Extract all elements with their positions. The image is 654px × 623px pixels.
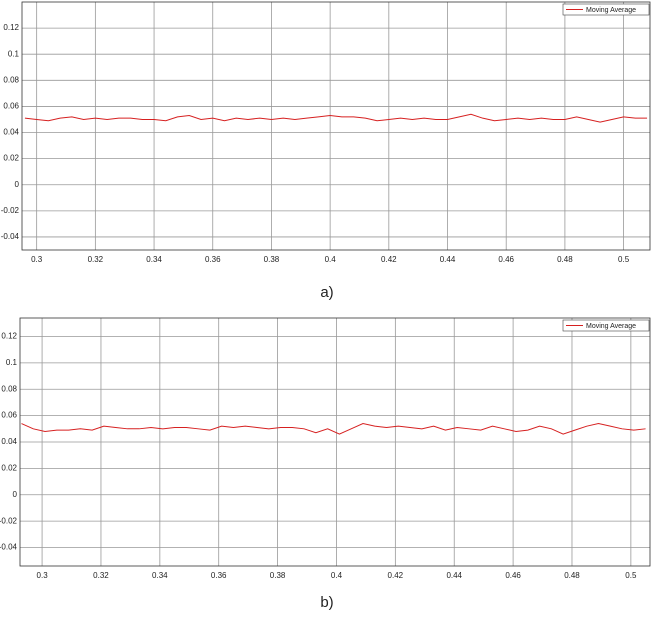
x-tick-label: 0.48 <box>557 255 573 264</box>
x-tick-label: 0.32 <box>93 571 109 580</box>
x-tick-label: 0.34 <box>146 255 162 264</box>
x-tick-label: 0.38 <box>270 571 286 580</box>
y-tick-label: -0.02 <box>1 206 20 215</box>
y-tick-label: 0.06 <box>3 102 19 111</box>
legend-box <box>562 319 650 332</box>
x-tick-label: 0.44 <box>446 571 462 580</box>
x-tick-label: 0.44 <box>440 255 456 264</box>
x-tick-label: 0.4 <box>325 255 337 264</box>
x-tick-label: 0.46 <box>505 571 521 580</box>
legend-label: Moving Average <box>586 7 636 14</box>
x-tick-label: 0.3 <box>31 255 43 264</box>
x-tick-label: 0.5 <box>625 571 637 580</box>
line-series <box>24 113 648 123</box>
caption: a) <box>320 284 333 301</box>
x-tick-label: 0.48 <box>564 571 580 580</box>
x-tick-label: 0.32 <box>88 255 104 264</box>
legend-label: Moving Average <box>586 323 636 330</box>
y-tick-label: 0.1 <box>8 49 20 58</box>
x-tick-label: 0.34 <box>152 571 168 580</box>
plot-frame <box>19 317 651 567</box>
y-tick-label: 0.12 <box>3 23 19 32</box>
x-tick-label: 0.42 <box>381 255 397 264</box>
legend-box <box>562 3 650 16</box>
y-tick-label: -0.02 <box>0 516 18 525</box>
x-tick-label: 0.42 <box>388 571 404 580</box>
x-tick-label: 0.3 <box>37 571 49 580</box>
y-tick-label: 0.08 <box>3 75 19 84</box>
x-tick-label: 0.38 <box>264 255 280 264</box>
plot-frame <box>21 1 651 251</box>
x-tick-label: 0.36 <box>211 571 227 580</box>
y-tick-label: 0.02 <box>1 463 17 472</box>
y-tick-label: 0.04 <box>1 437 17 446</box>
x-tick-label: 0.4 <box>331 571 343 580</box>
plot-area <box>22 2 650 250</box>
x-tick-label: 0.46 <box>498 255 514 264</box>
y-tick-label: 0.08 <box>1 384 17 393</box>
y-tick-label: 0.12 <box>1 332 17 341</box>
y-tick-label: 0.02 <box>3 154 19 163</box>
line-series <box>21 423 646 435</box>
y-tick-label: -0.04 <box>0 543 18 552</box>
y-tick-label: 0.06 <box>1 411 17 420</box>
y-tick-label: 0.1 <box>6 358 18 367</box>
caption: b) <box>320 594 333 611</box>
x-tick-label: 0.5 <box>618 255 630 264</box>
y-tick-label: -0.04 <box>1 232 20 241</box>
y-tick-label: 0.04 <box>3 128 19 137</box>
x-tick-label: 0.36 <box>205 255 221 264</box>
y-tick-label: 0 <box>13 490 18 499</box>
y-tick-label: 0 <box>15 180 20 189</box>
